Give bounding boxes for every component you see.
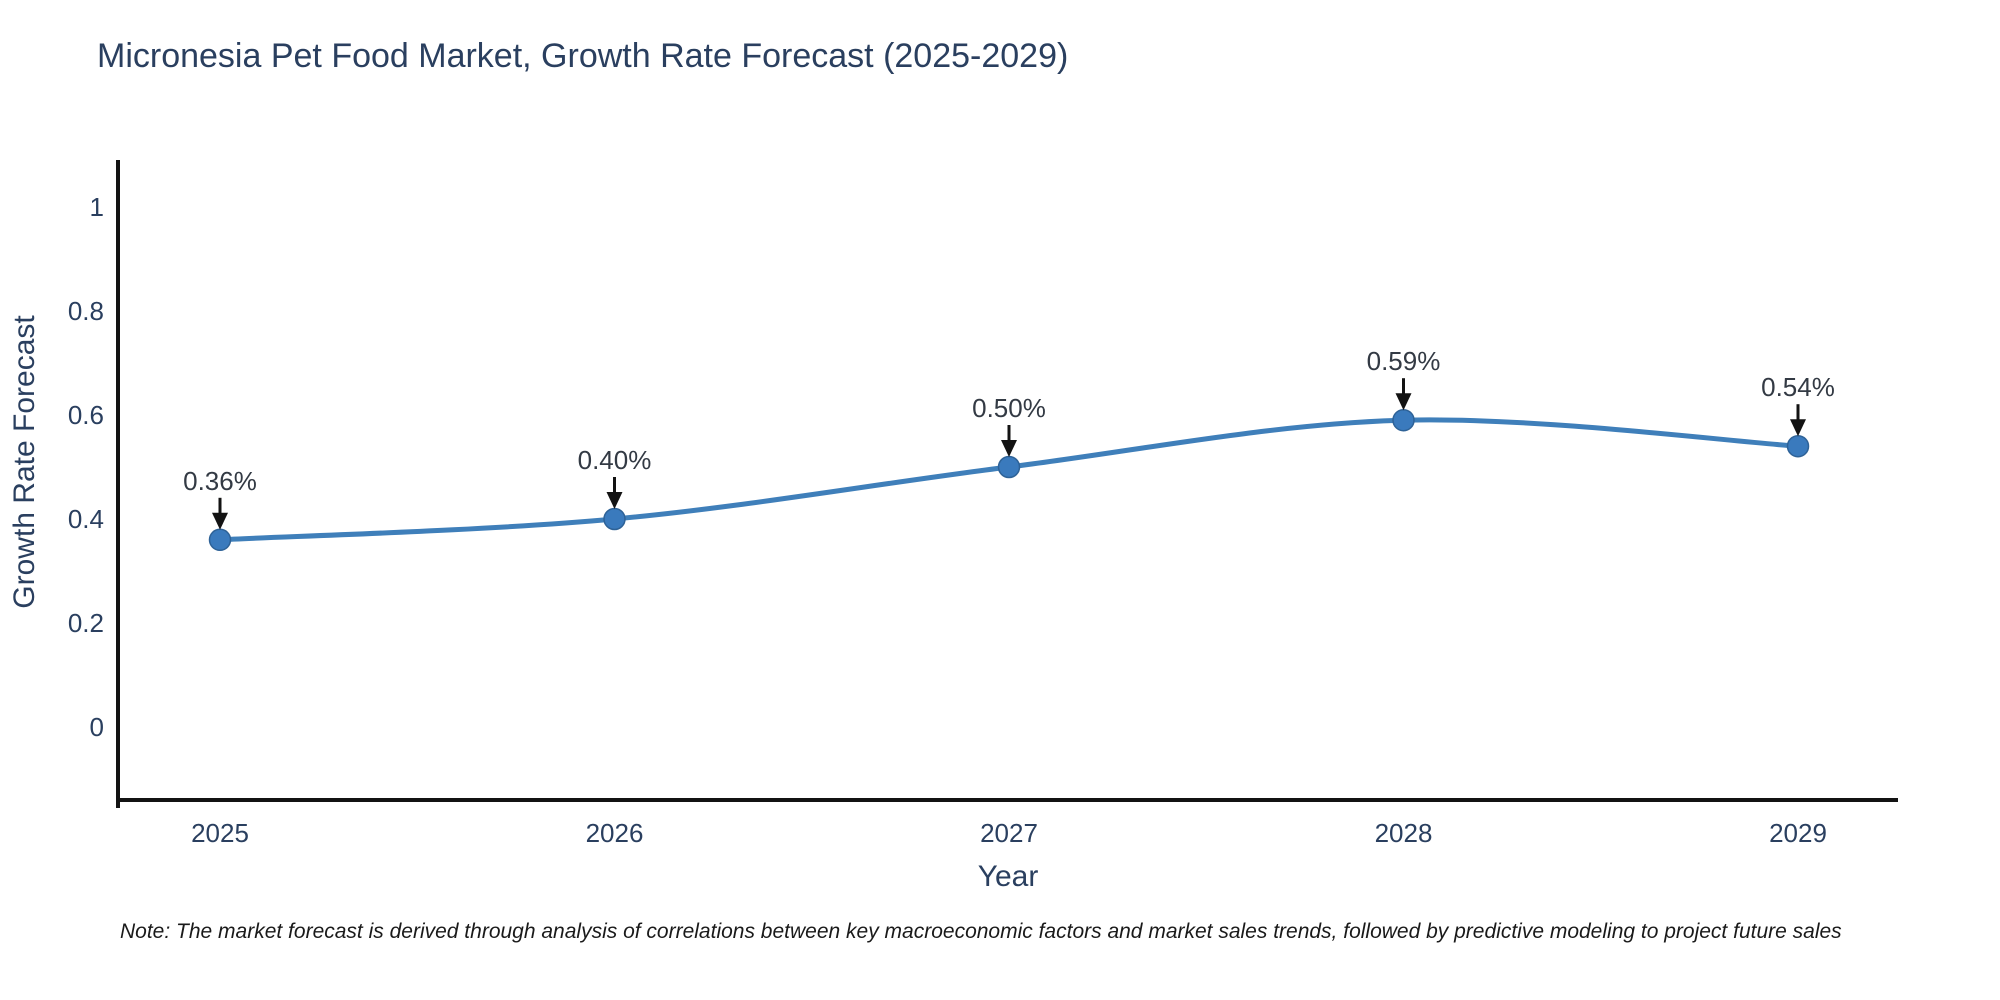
point-annotation-label: 0.36% xyxy=(183,466,257,496)
y-tick-label: 0.4 xyxy=(68,504,104,534)
x-tick-label: 2028 xyxy=(1375,818,1433,848)
point-annotation: 0.54% xyxy=(1761,372,1835,437)
point-annotation-label: 0.59% xyxy=(1367,346,1441,376)
point-annotation-label: 0.40% xyxy=(578,445,652,475)
data-point-marker xyxy=(603,507,626,531)
point-annotation-label: 0.54% xyxy=(1761,372,1835,402)
data-point-marker xyxy=(997,455,1021,479)
y-axis-title: Growth Rate Forecast xyxy=(8,315,41,609)
annotation-arrow-head xyxy=(212,512,228,530)
point-annotation: 0.50% xyxy=(972,393,1046,457)
y-tick-label: 0.6 xyxy=(68,400,104,430)
annotation-arrow-head xyxy=(1001,440,1017,457)
y-tick-label: 1 xyxy=(90,192,104,222)
x-tick-label: 2025 xyxy=(191,818,249,848)
point-annotation: 0.59% xyxy=(1367,346,1441,411)
x-axis-title: Year xyxy=(978,860,1039,893)
y-tick-label: 0 xyxy=(90,712,104,742)
chart-title: Micronesia Pet Food Market, Growth Rate … xyxy=(97,37,1069,75)
annotation-arrow-head xyxy=(606,492,623,509)
data-point-marker xyxy=(1392,408,1415,432)
point-annotation: 0.36% xyxy=(183,466,257,530)
point-annotation-label: 0.50% xyxy=(972,393,1046,423)
annotation-arrow-head xyxy=(1395,393,1412,411)
data-point-marker xyxy=(208,528,232,552)
x-tick-label: 2027 xyxy=(980,818,1038,848)
point-annotation: 0.40% xyxy=(578,445,652,509)
y-tick-label: 0.2 xyxy=(68,608,104,638)
annotation-arrow-head xyxy=(1790,419,1806,437)
data-point-marker xyxy=(1786,434,1810,458)
x-tick-label: 2029 xyxy=(1769,818,1827,848)
y-tick-label: 0.8 xyxy=(68,296,104,326)
footnote: Note: The market forecast is derived thr… xyxy=(120,920,1842,943)
x-tick-label: 2026 xyxy=(586,818,644,848)
